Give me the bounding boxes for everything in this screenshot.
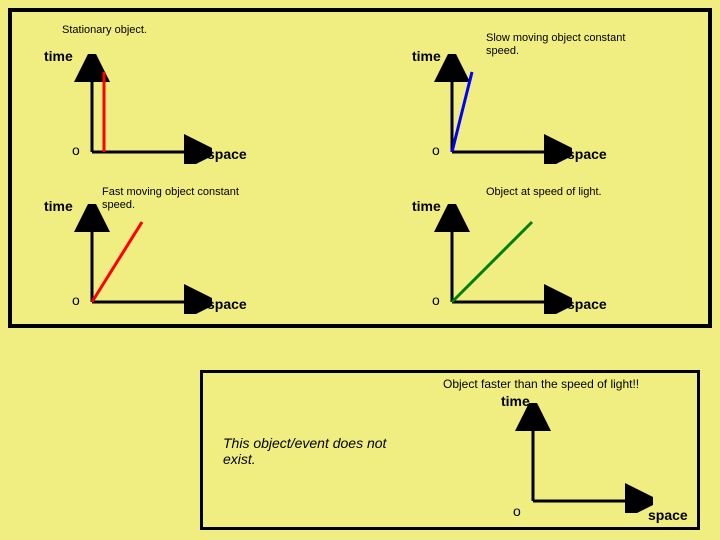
caption-light: Object at speed of light.	[486, 186, 646, 199]
origin-label: o	[432, 142, 440, 158]
axes-ftl	[493, 403, 653, 513]
note-ftl: This object/event does not exist.	[223, 435, 393, 467]
space-axis-label: space	[207, 296, 247, 312]
space-axis-label: space	[648, 507, 688, 523]
chart-fast: Fast moving object constant speed. time …	[52, 192, 252, 322]
origin-label: o	[432, 292, 440, 308]
main-panel: Stationary object. time o space Slow mov…	[8, 8, 712, 328]
chart-slow: Slow moving object constant speed. time …	[412, 42, 632, 162]
origin-label: o	[72, 142, 80, 158]
origin-label: o	[513, 503, 521, 519]
caption-stationary: Stationary object.	[62, 24, 242, 37]
space-axis-label: space	[207, 146, 247, 162]
chart-light: Object at speed of light. time o space	[412, 192, 632, 322]
caption-ftl: Object faster than the speed of light!!	[443, 377, 693, 391]
space-axis-label: space	[567, 146, 607, 162]
origin-label: o	[72, 292, 80, 308]
chart-stationary: Stationary object. time o space	[52, 42, 252, 162]
space-axis-label: space	[567, 296, 607, 312]
sub-panel: Object faster than the speed of light!! …	[200, 370, 700, 530]
